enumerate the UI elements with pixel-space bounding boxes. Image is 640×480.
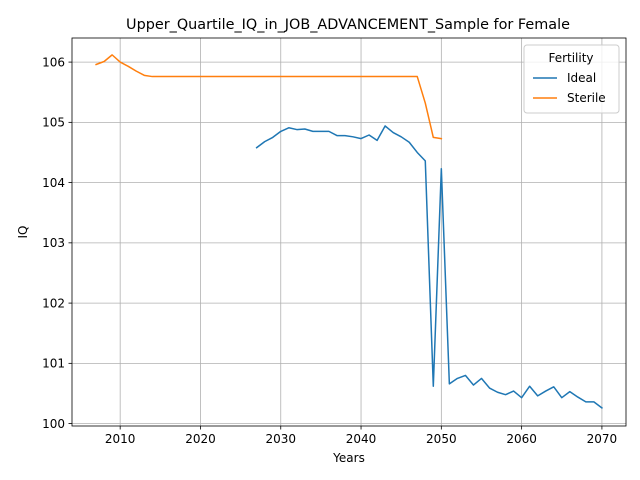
x-tick-label: 2030 [265, 432, 296, 446]
x-axis-label: Years [332, 451, 365, 465]
x-tick-label: 2060 [506, 432, 537, 446]
series-line-sterile [95, 54, 443, 140]
legend-box [523, 44, 620, 114]
y-tick-label: 103 [42, 236, 65, 250]
plot-area-frame [71, 37, 627, 427]
y-tick-label: 105 [42, 116, 65, 130]
legend: Fertility Ideal Sterile [523, 44, 620, 114]
y-tick-label: 102 [42, 296, 65, 310]
x-tick-label: 2010 [105, 432, 136, 446]
y-axis-label: IQ [16, 226, 30, 239]
series-line-ideal [255, 125, 603, 409]
legend-title: Fertility [548, 51, 593, 65]
legend-label-sterile: Sterile [567, 91, 606, 105]
x-tick-label: 2050 [426, 432, 457, 446]
y-tick-label: 106 [42, 55, 65, 69]
chart-title: Upper_Quartile_IQ_in_JOB_ADVANCEMENT_Sam… [126, 17, 570, 33]
legend-label-ideal: Ideal [567, 71, 596, 85]
series-lines [95, 54, 603, 409]
y-axis-ticks: 100 101 102 103 104 105 106 [42, 55, 72, 431]
x-tick-label: 2040 [346, 432, 377, 446]
grid [72, 38, 626, 426]
x-axis-ticks: 2010 2020 2030 2040 2050 2060 2070 [105, 426, 617, 446]
x-tick-label: 2020 [185, 432, 216, 446]
y-tick-label: 104 [42, 176, 65, 190]
x-tick-label: 2070 [587, 432, 618, 446]
y-tick-label: 101 [42, 357, 65, 371]
y-tick-label: 100 [42, 417, 65, 431]
